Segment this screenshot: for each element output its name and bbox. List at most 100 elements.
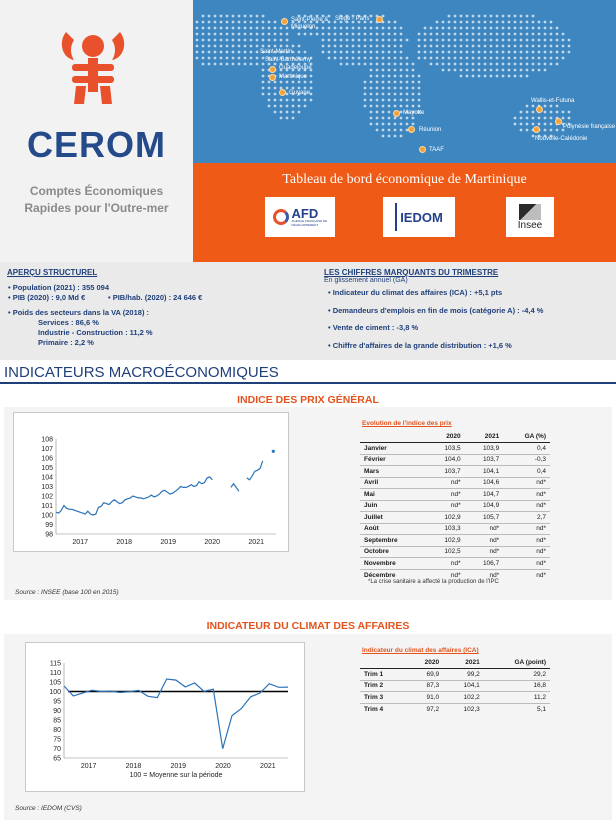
- x-tick-label: 2021: [260, 763, 276, 770]
- prix-cell: 106,7: [482, 559, 500, 567]
- prix-cell: nd*: [489, 536, 500, 544]
- primaire-value: Primaire : 2,2 %: [38, 338, 94, 347]
- dashboard-title-panel: Tableau de bord économique de Martinique…: [193, 163, 616, 262]
- prix-cell: 103,9: [482, 444, 500, 452]
- services-value: Services : 86,6 %: [38, 318, 99, 327]
- prix-row: Octobre 102,5 nd* nd*: [360, 546, 550, 558]
- map-label-mayotte: Mayotte: [403, 110, 425, 116]
- ica-row: Trim 3 91,0 102,2 11,2: [360, 692, 550, 703]
- tagline-1: Comptes Économiques: [29, 184, 164, 198]
- chiffre-ciment-text: Vente de ciment : -3,8 %: [332, 323, 419, 332]
- ica-cell: 5,1: [536, 705, 546, 713]
- series-line: [246, 460, 264, 481]
- prix-cell: Mai: [364, 490, 375, 498]
- pin-guadeloupe-icon: [269, 66, 276, 73]
- world-map-dots-icon: [195, 14, 571, 138]
- logo-panel: CEROM Comptes Économiques Rapides pour l…: [0, 0, 193, 262]
- chiffre-ica: • Indicateur du climat des affaires (ICA…: [328, 288, 503, 297]
- y-tick-label: 65: [53, 756, 61, 763]
- prix-cell: 104,9: [482, 502, 500, 510]
- ica-cell: Trim 3: [364, 693, 384, 701]
- y-tick-label: 110: [50, 670, 61, 677]
- prix-cell: Décembre: [364, 571, 396, 579]
- prix-cell: 0,4: [536, 467, 546, 475]
- prix-cell: 103,3: [444, 525, 461, 533]
- ica-cell: 16,8: [533, 682, 546, 690]
- chiffre-ica-text: Indicateur du climat des affaires (ICA) …: [332, 288, 503, 297]
- ica-cell: 29,2: [533, 670, 546, 678]
- prix-cell: Octobre: [364, 548, 389, 556]
- y-tick-label: 95: [53, 699, 61, 706]
- prix-cell: 2,7: [536, 513, 546, 521]
- ica-cell: 87,3: [426, 682, 440, 690]
- iedom-text: IEDOM: [400, 209, 443, 225]
- x-tick-label: 2020: [204, 539, 220, 546]
- prix-cell: -0,3: [534, 456, 546, 464]
- structural-band: APERÇU STRUCTUREL • Population (2021) : …: [0, 262, 616, 360]
- map-label-martinique: Martinique: [279, 74, 308, 80]
- map-label-saint-barthelemy: Saint-Barthélemy: [265, 57, 312, 63]
- ica-row: Trim 4 97,2 102,3 5,1: [360, 703, 550, 715]
- poids-line: • Poids des secteurs dans la VA (2018) :: [8, 308, 150, 317]
- prix-col-2020: 2020: [446, 433, 461, 440]
- prix-cell: nd*: [450, 559, 461, 567]
- prix-cell: nd*: [536, 571, 546, 579]
- map-label-taaf: TAAF: [429, 147, 444, 153]
- pin-mayotte-icon: [393, 110, 400, 117]
- prix-cell: nd*: [450, 490, 461, 498]
- y-tick-label: 115: [50, 661, 61, 668]
- prix-title: INDICE DES PRIX GÉNÉRAL: [237, 394, 379, 406]
- x-tick-label: 2017: [81, 763, 97, 770]
- x-tick-label: 2019: [160, 539, 176, 546]
- y-tick-label: 98: [45, 532, 53, 539]
- ica-cell: Trim 4: [364, 705, 384, 713]
- x-tick-label: 2021: [248, 539, 264, 546]
- apercu-title: APERÇU STRUCTUREL: [7, 268, 98, 277]
- y-tick-label: 101: [41, 503, 53, 510]
- prix-row: Novembre nd* 106,7 nd*: [360, 558, 550, 569]
- ica-title: INDICATEUR DU CLIMAT DES AFFAIRES: [206, 620, 410, 632]
- map-label-guyane: Guyane: [289, 90, 311, 96]
- prix-cell: 103,7: [444, 467, 461, 475]
- prix-cell: Avril: [364, 479, 379, 487]
- pin-polynesie-icon: [555, 118, 562, 125]
- pin-nc-icon: [533, 126, 540, 133]
- insee-logo: Insee: [506, 197, 554, 237]
- prix-cell: 105,7: [482, 513, 500, 521]
- prix-row: Juillet 102,9 105,7 2,7: [360, 512, 550, 523]
- series-line: [230, 482, 240, 492]
- pin-spm-icon: [281, 18, 288, 25]
- prix-note: *La crise sanitaire a affecté la product…: [368, 579, 499, 585]
- dashboard-title: Tableau de bord économique de Martinique: [282, 172, 527, 187]
- y-tick-label: 70: [53, 746, 61, 753]
- prix-row: Août 103,3 nd* nd*: [360, 523, 550, 535]
- chiffres-subtitle: En glissement annuel (GA): [324, 277, 408, 284]
- prix-col-2021: 2021: [484, 433, 500, 440]
- prix-cell: nd*: [536, 536, 546, 544]
- ica-line-chart: 65 70 75 80 85 90 95 100 105 110 115 2017 2018 2019 20…: [49, 661, 289, 779]
- ica-cell: Trim 1: [364, 670, 384, 678]
- prix-cell: Février: [364, 456, 386, 464]
- prix-cell: nd*: [489, 548, 500, 556]
- pin-martinique-icon: [269, 74, 276, 81]
- x-tick-label: 2017: [72, 539, 88, 546]
- macro-title: INDICATEURS MACROÉCONOMIQUES: [4, 364, 279, 381]
- prix-cell: nd*: [536, 559, 546, 567]
- chiffre-distribution-text: Chiffre d'affaires de la grande distribu…: [332, 341, 512, 350]
- prix-cell: nd*: [450, 479, 461, 487]
- ica-cell: 97,2: [426, 705, 440, 713]
- y-tick-label: 102: [41, 494, 53, 501]
- macro-divider: [0, 382, 616, 384]
- ica-panel: 65 70 75 80 85 90 95 100 105 110 115 2017 2018 2019 20…: [4, 634, 612, 820]
- ica-col-ga: GA (point): [514, 659, 546, 666]
- y-tick-label: 106: [41, 456, 53, 463]
- prix-row: Décembre nd* nd* nd*: [360, 569, 550, 581]
- ica-cell: 11,2: [533, 693, 546, 701]
- prix-cell: nd*: [536, 479, 546, 487]
- x-tick-label: 2018: [126, 763, 142, 770]
- series-line: [63, 678, 289, 749]
- ica-cell: 91,0: [426, 693, 440, 701]
- prix-cell: Mars: [364, 467, 380, 475]
- chiffre-demandeurs: • Demandeurs d'emplois en fin de mois (c…: [328, 306, 544, 315]
- pin-taaf-icon: [419, 146, 426, 153]
